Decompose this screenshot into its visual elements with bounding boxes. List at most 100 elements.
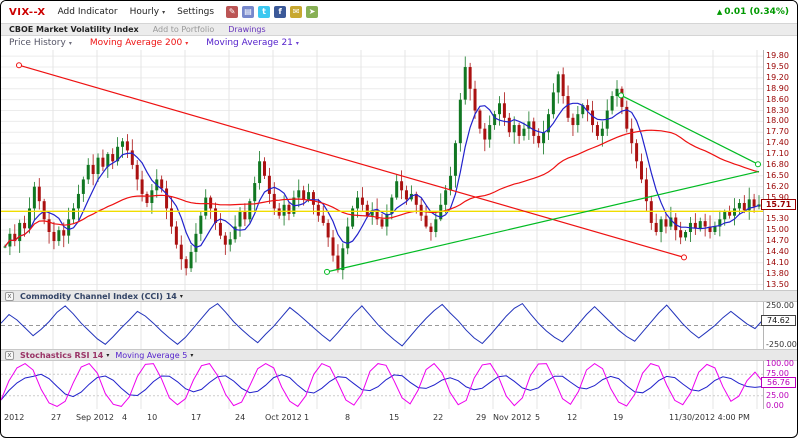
stochastics-title: Stochastics RSI 14 — [20, 350, 104, 360]
price-tick-label: 13.50 — [766, 279, 789, 289]
price-tick-label: 17.70 — [766, 127, 789, 137]
ma21-menu[interactable]: Moving Average 21 ▾ — [206, 38, 299, 48]
chevron-down-icon: ▾ — [106, 351, 110, 359]
facebook-icon[interactable]: f — [274, 6, 287, 18]
trendline-handle[interactable] — [16, 62, 22, 69]
cci-chart[interactable] — [1, 302, 764, 349]
trendline-handle[interactable] — [681, 254, 687, 261]
x-axis-label: 11/30/2012 4:00 PM — [669, 413, 750, 422]
cci-tick-label: 250.00 — [766, 300, 794, 310]
stochastics-ma-menu[interactable]: Moving Average 5 ▾ — [115, 351, 193, 360]
x-axis-label: Nov 2012 — [493, 413, 532, 422]
x-axis-label: 17 — [191, 413, 202, 422]
instrument-bar: CBOE Market Volatility Index Add to Port… — [1, 23, 797, 36]
ma-line — [4, 129, 760, 247]
chevron-down-icon: ▾ — [185, 39, 189, 47]
time-axis: 2012 27 Sep 2012 4 10 17 24 Oct 2012 1 8 15 22 29 Nov… — [1, 409, 797, 427]
ma21-label: Moving Average 21 — [206, 38, 293, 48]
stoch-line — [1, 362, 764, 408]
price-change-indicator: ▲ 0.01 (0.34%) — [717, 7, 789, 17]
frequency-dropdown[interactable]: Hourly ▾ — [130, 7, 166, 17]
stochastics-tick-label: 75.00 — [766, 369, 789, 379]
stochastics-menu[interactable]: Stochastics RSI 14 ▾ — [20, 351, 109, 360]
drawings-link[interactable]: Drawings — [228, 25, 266, 34]
x-axis-label: 22 — [433, 413, 444, 422]
last-price-badge: 15.71 — [761, 199, 796, 211]
trendline-drawing[interactable] — [326, 170, 760, 273]
x-axis-label: Sep 2012 — [76, 413, 114, 422]
x-axis-label: Oct 2012 — [265, 413, 302, 422]
trendline-handle[interactable] — [618, 92, 624, 99]
add-indicator-label: Add Indicator — [57, 7, 118, 17]
x-axis-label: 24 — [235, 413, 246, 422]
price-tick-label: 18.00 — [766, 116, 789, 126]
legend-bar: Price History ▾ Moving Average 200 ▾ Movin… — [1, 36, 797, 50]
price-tick-label: 19.80 — [766, 51, 789, 61]
instrument-name: CBOE Market Volatility Index — [9, 25, 139, 34]
chart-icon[interactable]: ▤ — [242, 6, 255, 18]
price-tick-label: 15.90 — [766, 192, 789, 202]
ma-line — [4, 102, 760, 249]
price-chart-svg — [1, 50, 763, 290]
trendline-drawing[interactable] — [620, 94, 759, 165]
email-icon[interactable]: ✉ — [290, 6, 303, 18]
chevron-down-icon: ▾ — [68, 39, 72, 47]
toolbar: VIX--X Add Indicator Hourly ▾ Settings ✎ ▤… — [1, 1, 797, 23]
stochastics-tick-label: 25.00 — [766, 390, 789, 400]
chevron-down-icon: ▾ — [162, 8, 166, 16]
close-icon[interactable]: x — [5, 350, 14, 360]
frequency-label: Hourly — [129, 7, 160, 17]
trendline-handle[interactable] — [755, 161, 761, 168]
change-value: 0.01 (0.34%) — [724, 7, 789, 17]
price-tick-label: 17.10 — [766, 149, 789, 159]
ma200-menu[interactable]: Moving Average 200 ▾ — [90, 38, 188, 48]
price-tick-label: 19.20 — [766, 72, 789, 82]
candlestick-series — [3, 56, 761, 280]
ma200-label: Moving Average 200 — [89, 38, 183, 48]
add-indicator-button[interactable]: Add Indicator — [58, 7, 118, 17]
price-tick-label: 16.80 — [766, 159, 789, 169]
symbol-label[interactable]: VIX--X — [9, 6, 46, 18]
chevron-down-icon: ▾ — [179, 292, 183, 300]
trendline-drawing[interactable] — [18, 64, 685, 258]
cci-menu[interactable]: Commodity Channel Index (CCI) 14 ▾ — [20, 292, 183, 301]
x-axis-label: 8 — [345, 413, 351, 422]
price-tick-label: 14.10 — [766, 257, 789, 267]
cci-chart-svg — [1, 302, 764, 349]
settings-label: Settings — [177, 7, 215, 17]
stochastics-chart-svg — [1, 361, 764, 409]
add-to-portfolio-link[interactable]: Add to Portfolio — [152, 25, 215, 34]
price-tick-label: 13.80 — [766, 268, 789, 278]
price-axis: 19.80 19.50 19.20 18.90 18.60 18.30 18.00 17.70… — [763, 50, 797, 290]
x-axis-label: 5 — [535, 413, 541, 422]
cci-value-badge: 74.62 — [761, 314, 796, 326]
cci-tick-label: -250.00 — [766, 340, 797, 350]
price-tick-label: 16.20 — [766, 181, 789, 191]
print-icon[interactable]: ✎ — [226, 6, 239, 18]
stochastics-tick-label: 100.00 — [766, 358, 794, 368]
price-tick-label: 15.30 — [766, 214, 789, 224]
price-history-label: Price History — [9, 38, 66, 48]
price-tick-label: 18.90 — [766, 83, 789, 93]
up-arrow-icon: ▲ — [716, 8, 723, 16]
stochastics-tick-label: 0.00 — [766, 401, 784, 411]
stochastics-value-badge: 56.76 — [761, 377, 796, 389]
settings-button[interactable]: Settings — [177, 7, 214, 17]
x-axis-label: 29 — [476, 413, 487, 422]
price-chart[interactable] — [1, 50, 763, 290]
cci-panel-header: x Commodity Channel Index (CCI) 14 ▾ — [1, 290, 797, 302]
x-axis-label: 19 — [613, 413, 624, 422]
price-tick-label: 16.50 — [766, 170, 789, 180]
price-tick-label: 14.70 — [766, 236, 789, 246]
price-history-menu[interactable]: Price History ▾ — [9, 38, 72, 48]
share-icon[interactable]: ➤ — [306, 6, 319, 18]
cci-line — [1, 302, 764, 347]
trendline-handle[interactable] — [324, 268, 330, 275]
x-axis-label: 12 — [567, 413, 578, 422]
price-tick-label: 15.00 — [766, 225, 789, 235]
twitter-icon[interactable]: t — [258, 6, 271, 18]
stochastics-chart[interactable] — [1, 361, 764, 409]
close-icon[interactable]: x — [5, 291, 14, 301]
x-axis-label: 27 — [51, 413, 62, 422]
x-axis-label: 4 — [122, 413, 128, 422]
